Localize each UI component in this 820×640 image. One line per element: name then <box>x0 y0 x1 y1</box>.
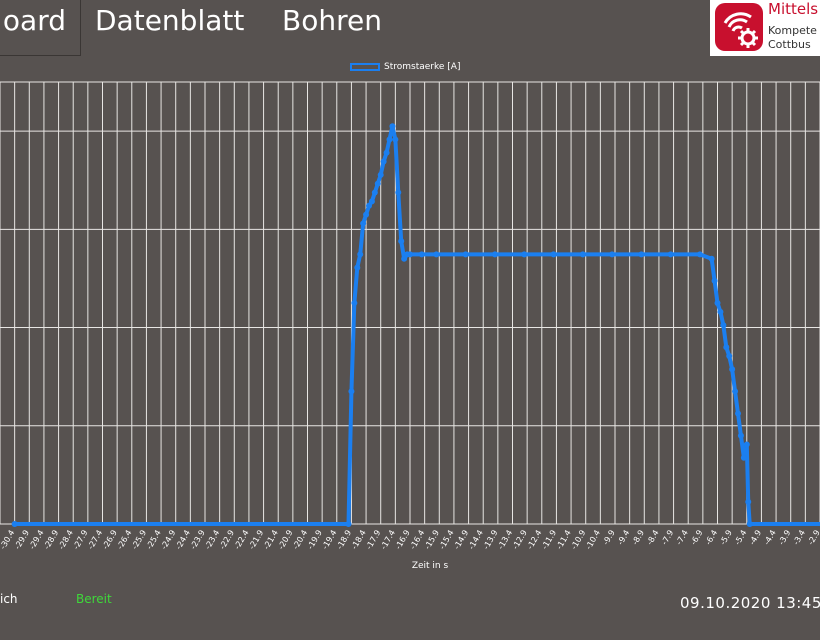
data-point <box>746 521 753 527</box>
status-text: ich <box>0 592 18 606</box>
status-ready: Bereit <box>76 592 112 606</box>
data-point <box>726 353 733 360</box>
data-point <box>609 251 616 258</box>
wifi-gear-icon <box>715 3 763 51</box>
x-tick-label: -2.9 <box>806 529 820 547</box>
data-point <box>740 454 747 461</box>
x-tick-label: -6.9 <box>689 529 705 547</box>
chart-legend: Stromstaerke [A] <box>350 62 460 76</box>
x-axis-label: Zeit in s <box>412 561 449 571</box>
data-point <box>374 180 381 187</box>
data-point <box>348 388 355 395</box>
logo: Mittels Kompete Cottbus <box>710 0 820 56</box>
data-point <box>714 300 721 306</box>
data-point <box>366 202 372 209</box>
data-point <box>433 251 440 258</box>
data-point <box>383 149 390 156</box>
data-point <box>717 308 724 315</box>
data-point <box>392 136 399 143</box>
x-tick-label: -8.4 <box>645 529 661 547</box>
data-point <box>357 251 364 258</box>
x-tick-label: -4.4 <box>762 529 778 547</box>
x-tick-label: -4.9 <box>748 529 764 547</box>
data-point <box>729 366 736 373</box>
data-point <box>638 251 645 258</box>
data-point <box>418 251 425 258</box>
data-point <box>745 498 752 505</box>
logo-subtitle-1: Kompete <box>768 24 817 37</box>
logo-title: Mittels <box>768 0 819 18</box>
legend-label: Stromstaerke [A] <box>384 62 461 72</box>
data-point <box>667 251 674 258</box>
data-point <box>732 388 739 395</box>
data-point <box>491 251 498 258</box>
tab-datenblatt[interactable]: Datenblatt <box>95 4 245 37</box>
data-point <box>351 300 358 306</box>
x-tick-label: -3.4 <box>791 529 807 547</box>
tab-dashboard[interactable]: oard <box>0 0 81 56</box>
data-point <box>363 211 370 218</box>
data-point <box>743 441 750 448</box>
data-point <box>521 251 528 258</box>
data-point <box>708 255 715 262</box>
data-point <box>462 251 469 258</box>
data-point <box>711 277 718 284</box>
data-point <box>386 136 393 143</box>
data-point <box>401 255 408 262</box>
tab-bohren[interactable]: Bohren <box>282 4 382 37</box>
data-point <box>696 251 703 258</box>
x-tick-label: -5.9 <box>718 529 734 547</box>
data-point <box>368 198 375 205</box>
x-tick-label: -7.9 <box>660 529 676 547</box>
tab-bar: oard Datenblatt Bohren <box>0 0 710 57</box>
data-point <box>723 344 730 351</box>
data-point <box>389 123 396 130</box>
legend-swatch <box>350 62 380 71</box>
x-tick-label: -7.4 <box>674 529 690 547</box>
data-point <box>380 158 387 165</box>
x-tick-label: -9.9 <box>601 529 617 547</box>
x-tick-label: -6.4 <box>704 529 720 547</box>
x-tick-label: -5.4 <box>733 529 749 547</box>
data-point <box>550 251 557 258</box>
data-point <box>360 220 367 227</box>
data-point <box>720 322 727 329</box>
data-point <box>407 251 413 258</box>
datetime: 09.10.2020 13:45 <box>680 594 820 612</box>
data-point <box>735 410 741 417</box>
x-tick-label: -10.4 <box>584 529 602 551</box>
data-point <box>398 238 405 245</box>
data-point <box>371 189 378 196</box>
data-point <box>579 251 586 258</box>
x-tick-label: -3.9 <box>777 529 793 547</box>
data-point <box>377 171 384 178</box>
data-point <box>11 521 18 527</box>
data-point <box>345 521 352 527</box>
data-point <box>395 189 402 196</box>
x-tick-label: -9.4 <box>616 529 632 547</box>
x-tick-label: -8.9 <box>630 529 646 547</box>
data-point <box>354 264 361 271</box>
data-point <box>737 432 744 439</box>
series-line <box>14 124 820 526</box>
logo-subtitle-2: Cottbus <box>768 38 811 51</box>
current-chart: -30.9-30.4-29.9-29.4-28.9-28.4-27.9-27.4… <box>0 81 820 571</box>
